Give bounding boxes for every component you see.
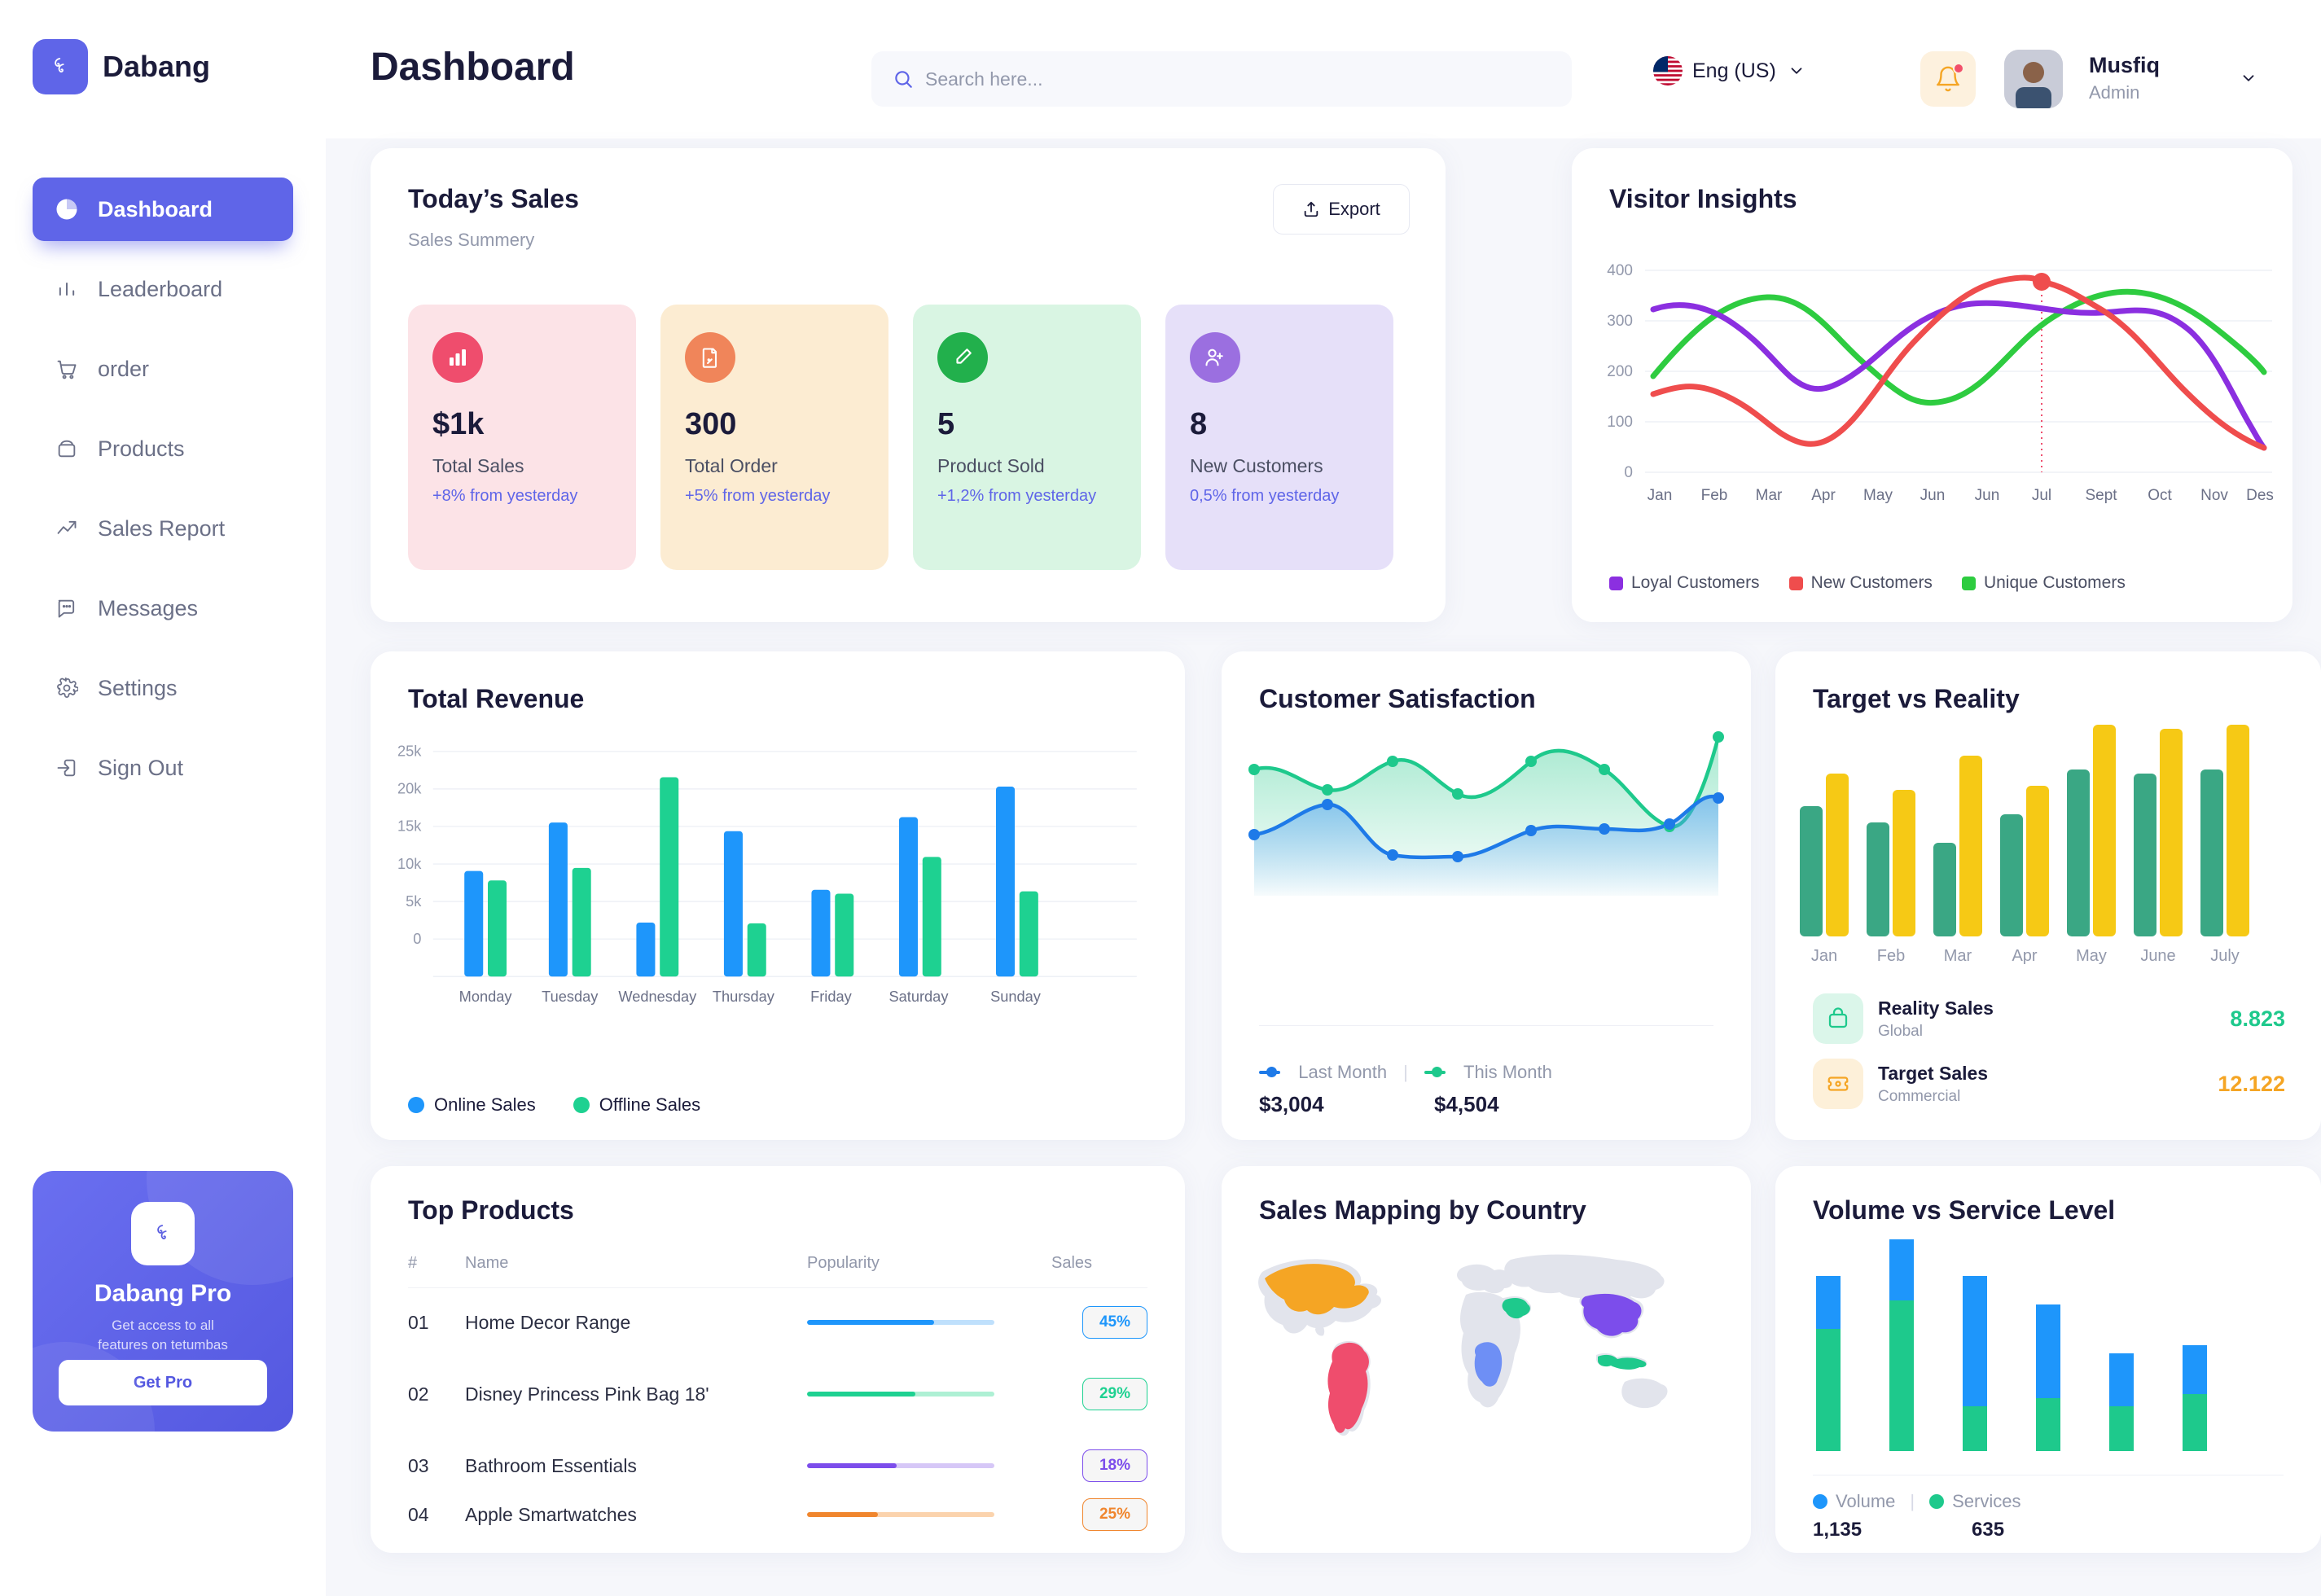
svg-text:May: May — [2076, 947, 2107, 965]
svg-text:Apr: Apr — [2012, 947, 2037, 965]
svg-text:June: June — [2140, 947, 2175, 965]
svg-text:Monday: Monday — [459, 988, 513, 1005]
svg-text:5k: 5k — [406, 892, 422, 910]
svg-text:Jan: Jan — [1648, 487, 1673, 504]
svg-text:Jan: Jan — [1811, 947, 1837, 965]
svg-text:July: July — [2210, 947, 2240, 965]
svg-text:Sunday: Sunday — [990, 988, 1042, 1005]
svg-text:Jun: Jun — [1920, 487, 1946, 504]
svg-text:Oct: Oct — [2148, 487, 2172, 504]
svg-text:Feb: Feb — [1877, 947, 1905, 965]
svg-text:0: 0 — [413, 930, 421, 947]
svg-text:25k: 25k — [397, 743, 422, 760]
svg-text:Mar: Mar — [1944, 947, 1972, 965]
svg-text:Tuesday: Tuesday — [542, 988, 599, 1005]
svg-text:Wednesday: Wednesday — [618, 988, 697, 1005]
svg-text:100: 100 — [1607, 414, 1633, 431]
svg-text:400: 400 — [1607, 262, 1633, 279]
svg-text:Jun: Jun — [1975, 487, 2000, 504]
svg-text:Jul: Jul — [2032, 487, 2051, 504]
svg-text:Des: Des — [2246, 487, 2274, 504]
svg-text:Friday: Friday — [810, 988, 853, 1005]
svg-text:0: 0 — [1624, 464, 1633, 481]
svg-text:Saturday: Saturday — [888, 988, 949, 1005]
svg-text:Thursday: Thursday — [713, 988, 775, 1005]
svg-text:Apr: Apr — [1811, 487, 1836, 504]
svg-text:15k: 15k — [397, 818, 422, 835]
svg-text:300: 300 — [1607, 313, 1633, 330]
svg-text:Sept: Sept — [2085, 487, 2117, 504]
svg-text:20k: 20k — [397, 780, 422, 797]
svg-text:Feb: Feb — [1701, 487, 1728, 504]
svg-text:10k: 10k — [397, 855, 422, 872]
svg-text:Mar: Mar — [1756, 487, 1783, 504]
svg-text:200: 200 — [1607, 363, 1633, 380]
svg-text:Nov: Nov — [2200, 487, 2228, 504]
svg-text:May: May — [1863, 487, 1893, 504]
